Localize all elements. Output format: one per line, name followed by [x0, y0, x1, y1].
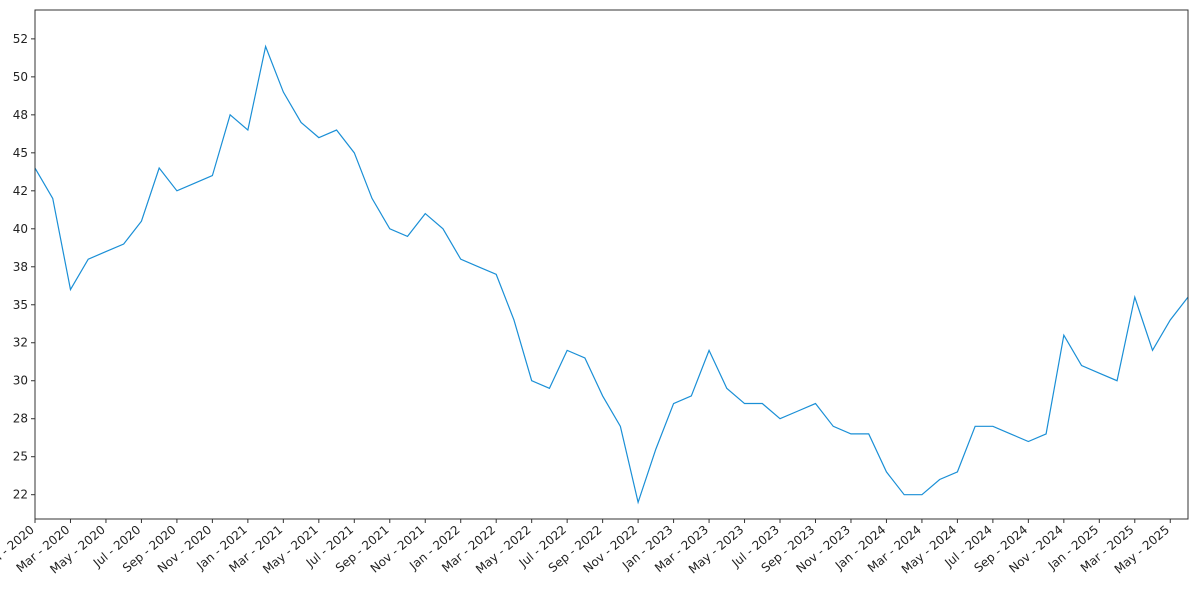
y-tick-label: 22	[13, 488, 28, 502]
line	[34, 44, 1189, 505]
y-tick-label: 50	[13, 70, 28, 84]
y-tick-label: 38	[13, 260, 28, 274]
y-tick-label: 28	[13, 412, 28, 426]
y-tick-label: 40	[13, 222, 28, 236]
y-tick-label: 25	[13, 450, 28, 464]
y-tick-label: 52	[13, 32, 28, 46]
y-tick-label: 45	[13, 146, 28, 160]
plot-frame	[34, 9, 1189, 520]
y-tick-label: 30	[13, 374, 28, 388]
y-tick-label: 35	[13, 298, 28, 312]
y-tick-label: 32	[13, 336, 28, 350]
y-tick-label: 48	[13, 108, 28, 122]
y-tick-label: 42	[13, 184, 28, 198]
